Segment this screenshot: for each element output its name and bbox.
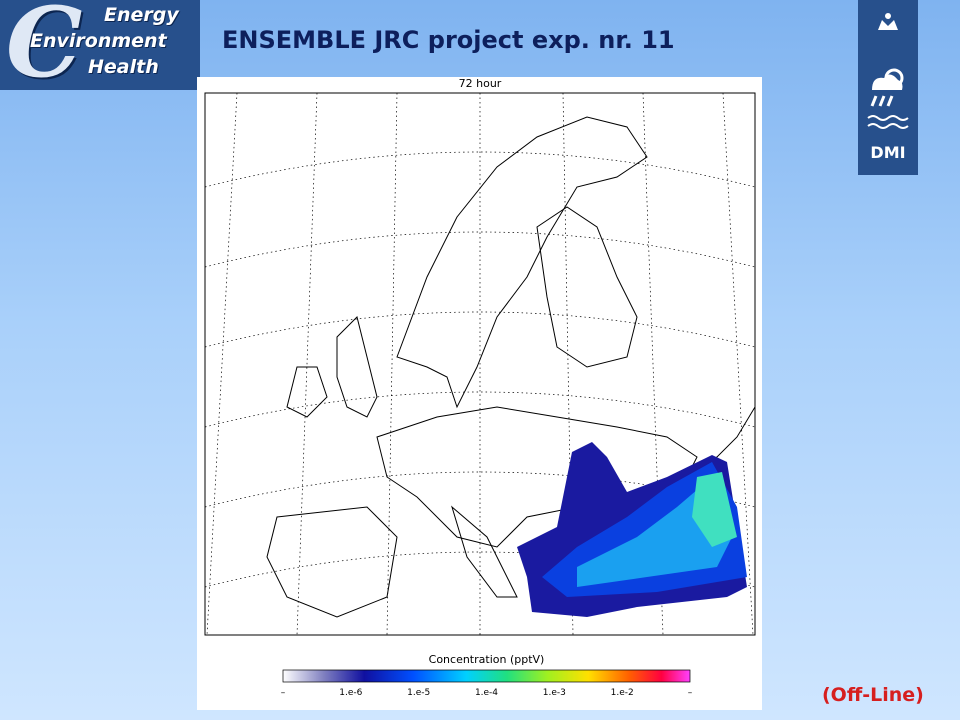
colorbar-label: 1.e-3 (543, 688, 566, 698)
dmi-emblem: DMI (867, 13, 909, 162)
map: 72 hour Concentration (pptV) – 1.e-6 1.e-5 1… (204, 77, 756, 698)
slide-title: ENSEMBLE JRC project exp. nr. 11 (222, 26, 675, 54)
colorbar-label: – (281, 688, 286, 698)
colorbar-label: – (688, 688, 693, 698)
logo-text: Health (88, 56, 159, 78)
colorbar-label: 1.e-4 (475, 688, 498, 698)
colorbar-label: 1.e-5 (407, 688, 430, 698)
colorbar-label: 1.e-2 (611, 688, 634, 698)
dmi-text: DMI (870, 143, 905, 162)
logo-text: Energy (104, 4, 179, 26)
map-panel: 72 hour Concentration (pptV) – 1.e-6 1.e-5 1… (197, 77, 762, 710)
colorbar-label: 1.e-6 (339, 688, 362, 698)
status-label: (Off-Line) (822, 684, 924, 706)
logo: C Energy Environment Health (0, 0, 200, 99)
dmi-logo: DMI (858, 0, 918, 175)
colorbar-title: Concentration (pptV) (429, 653, 545, 666)
logo-text: Environment (30, 30, 167, 52)
colorbar (282, 669, 691, 683)
time-label: 72 hour (459, 77, 502, 90)
logo-letter: C (6, 0, 83, 99)
